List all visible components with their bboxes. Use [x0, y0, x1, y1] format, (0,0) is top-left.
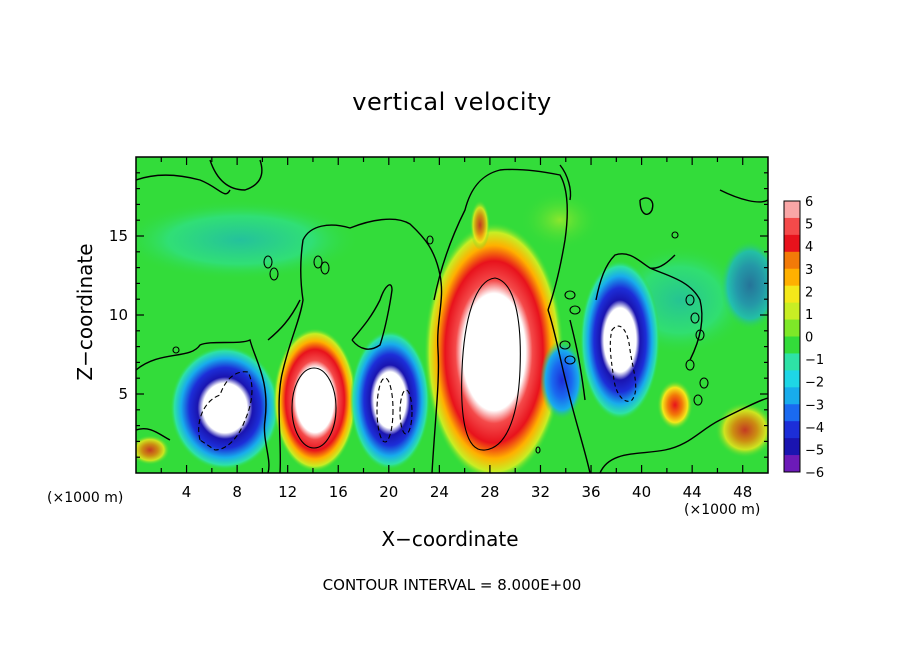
y-tick-label: 15 [109, 227, 128, 245]
colorbar-tick-label: 3 [805, 263, 813, 278]
colorbar-tick-label: 6 [805, 195, 813, 210]
colorbar-tick-label: 2 [805, 285, 813, 300]
updraft-cell [657, 380, 693, 430]
colorbar-swatch [784, 251, 800, 270]
x-tick-label: 28 [480, 483, 499, 501]
colorbar-tick-label: −3 [805, 398, 824, 413]
downdraft-cell [580, 260, 660, 420]
colorbar-swatch [784, 421, 800, 439]
colorbar-swatch [784, 302, 800, 321]
colorbar-swatch [784, 455, 800, 473]
white-core-contours [198, 277, 637, 451]
updraft-cell [273, 328, 357, 472]
colorbar-tick-label: −5 [805, 443, 824, 458]
x-tick-label: 20 [379, 483, 398, 501]
colorbar-frame [783, 200, 801, 473]
downdraft-cell [170, 346, 280, 470]
updraft-cell [136, 435, 170, 465]
downdraft-cell [350, 330, 430, 470]
x-unit-left: (×1000 m) [47, 490, 124, 506]
colorbar-swatch [784, 387, 800, 405]
colorbar-swatch [784, 370, 800, 388]
colorbar-swatch [784, 336, 800, 354]
cyan-region [136, 200, 360, 280]
blue-region [720, 240, 768, 330]
x-tick-label: 12 [278, 483, 297, 501]
y-tick-label: 5 [118, 385, 128, 403]
colorbar-swatch [784, 285, 800, 304]
colorbar-tick-label: 0 [805, 331, 813, 346]
x-axis-label: X−coordinate [381, 527, 519, 551]
colorbar-tick-label: −1 [805, 353, 824, 368]
x-tick-label: 36 [581, 483, 600, 501]
colorbar-swatch [784, 234, 800, 253]
x-tick-label: 32 [531, 483, 550, 501]
colorbar-swatch [784, 201, 800, 219]
x-tick-label: 44 [683, 483, 702, 501]
x-tick-label: 24 [430, 483, 449, 501]
zero-contours [136, 159, 768, 473]
updraft-cell [424, 222, 564, 473]
axis-ticks [136, 157, 768, 473]
x-tick-label: 16 [329, 483, 348, 501]
x-tick-label: 4 [182, 483, 192, 501]
colorbar-swatch [784, 268, 800, 287]
colorbar-tick-label: −4 [805, 421, 824, 436]
colorbar-swatch [784, 353, 800, 371]
colorbar-tick-label: −2 [805, 376, 824, 391]
downdraft-cell [540, 340, 584, 420]
colorbar-tick-label: 1 [805, 308, 813, 323]
y-tick-label: 10 [109, 306, 128, 324]
colorbar-tick-label: 4 [805, 240, 813, 255]
chart-title: vertical velocity [352, 88, 552, 116]
colorbar-tick-label: 5 [805, 218, 813, 233]
colorbar-tick-label: −6 [805, 466, 824, 481]
x-tick-label: 48 [733, 483, 752, 501]
x-tick-label: 40 [632, 483, 651, 501]
x-unit-right: (×1000 m) [684, 502, 761, 518]
colorbar-swatch [784, 217, 800, 236]
colorbar: 6 5 4 3 2 1 0 −1 −2 −3 −4 −5 −6 [783, 195, 824, 481]
colorbar-swatch [784, 319, 800, 337]
updraft-cell [470, 200, 490, 250]
yellow-region [520, 190, 600, 250]
colorbar-swatch [784, 404, 800, 422]
colorbar-swatch [784, 438, 800, 456]
small-contours [172, 231, 709, 454]
velocity-field [136, 157, 768, 473]
x-tick-label: 8 [232, 483, 242, 501]
contour-interval-note: CONTOUR INTERVAL = 8.000E+00 [322, 576, 582, 594]
